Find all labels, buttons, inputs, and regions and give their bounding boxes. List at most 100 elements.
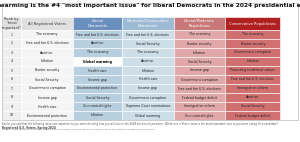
Bar xyxy=(226,111,280,120)
Text: 7: 7 xyxy=(11,86,13,90)
Text: Income gap: Income gap xyxy=(88,78,107,82)
Bar xyxy=(226,75,280,84)
Bar xyxy=(73,48,122,57)
Bar xyxy=(2,84,21,93)
Text: Registered U.S. Voters, Spring 2024: Registered U.S. Voters, Spring 2024 xyxy=(2,126,56,130)
Bar xyxy=(21,30,73,39)
Bar xyxy=(122,17,174,30)
Text: Inflation: Inflation xyxy=(141,68,154,73)
Bar xyxy=(226,66,280,75)
Text: Social Security: Social Security xyxy=(35,78,59,82)
Text: Environmental protection: Environmental protection xyxy=(27,113,67,117)
Bar xyxy=(174,102,226,111)
Text: Income gap: Income gap xyxy=(190,68,209,73)
Text: Abortion: Abortion xyxy=(91,41,104,45)
Text: 3: 3 xyxy=(11,51,13,55)
Bar xyxy=(174,84,226,93)
Text: Free and fair U.S. elections: Free and fair U.S. elections xyxy=(26,41,69,45)
Text: Government corruption: Government corruption xyxy=(28,86,66,90)
Text: Government corruption: Government corruption xyxy=(181,78,218,82)
Bar xyxy=(226,39,280,48)
Bar xyxy=(73,66,122,75)
Text: 9: 9 xyxy=(11,105,13,108)
Text: Health care: Health care xyxy=(88,68,107,73)
Bar xyxy=(122,48,174,57)
Text: Social Security: Social Security xyxy=(136,41,160,45)
Text: 1: 1 xyxy=(11,33,13,36)
Bar xyxy=(21,102,73,111)
Bar xyxy=(73,30,122,39)
Text: Immigration reform: Immigration reform xyxy=(184,105,215,108)
Bar xyxy=(226,57,280,66)
Text: Inflation: Inflation xyxy=(246,59,260,63)
Text: Environmental protection: Environmental protection xyxy=(77,86,118,90)
Bar xyxy=(174,17,226,30)
Text: Health care: Health care xyxy=(38,105,56,108)
Text: Inflation: Inflation xyxy=(40,59,54,63)
Bar xyxy=(73,75,122,84)
Bar xyxy=(226,102,280,111)
Text: Conservative Republicans: Conservative Republicans xyxy=(230,21,276,26)
Text: Social Security: Social Security xyxy=(241,105,265,108)
Bar xyxy=(226,84,280,93)
Bar xyxy=(174,39,226,48)
Text: 6: 6 xyxy=(11,78,13,82)
Bar xyxy=(21,84,73,93)
Text: Social Security: Social Security xyxy=(188,59,212,63)
Text: The economy: The economy xyxy=(189,33,210,36)
Bar xyxy=(174,93,226,102)
Bar xyxy=(2,3,298,120)
Bar xyxy=(21,39,73,48)
Bar xyxy=(73,102,122,111)
Bar xyxy=(226,30,280,39)
Text: Abortion: Abortion xyxy=(246,96,260,100)
Bar xyxy=(2,93,21,102)
Text: Immigration reform: Immigration reform xyxy=(237,86,268,90)
Bar xyxy=(2,57,21,66)
Text: Government corruption: Government corruption xyxy=(234,51,272,55)
Text: Income gap: Income gap xyxy=(138,86,157,90)
Bar xyxy=(174,30,226,39)
Bar xyxy=(2,17,21,30)
Text: The economy: The economy xyxy=(87,51,108,55)
Text: Border security: Border security xyxy=(241,41,265,45)
Bar xyxy=(174,111,226,120)
Text: Free and fair U.S. elections: Free and fair U.S. elections xyxy=(178,86,221,90)
Text: 2: 2 xyxy=(11,41,13,45)
Text: The economy: The economy xyxy=(36,33,58,36)
Bar xyxy=(73,111,122,120)
Bar xyxy=(174,48,226,57)
Text: Inflation: Inflation xyxy=(193,51,206,55)
Text: Source: Yale Program on Climate Change Communication, George Mason University Ce: Source: Yale Program on Climate Change C… xyxy=(2,129,154,130)
Bar xyxy=(73,39,122,48)
Bar xyxy=(122,102,174,111)
Text: Gun control/rights: Gun control/rights xyxy=(83,105,112,108)
Text: Liberal
Democrats: Liberal Democrats xyxy=(88,19,107,28)
Text: Free and fair U.S. elections: Free and fair U.S. elections xyxy=(126,33,169,36)
Text: Supreme Court nominations: Supreme Court nominations xyxy=(125,105,170,108)
Text: Free and fair U.S. elections: Free and fair U.S. elections xyxy=(231,78,274,82)
Text: Abortion: Abortion xyxy=(40,51,54,55)
Bar xyxy=(2,66,21,75)
Text: Social Security: Social Security xyxy=(85,96,109,100)
Bar xyxy=(21,66,73,75)
Bar xyxy=(174,75,226,84)
Text: 4: 4 xyxy=(11,59,13,63)
Text: Federal budget deficit: Federal budget deficit xyxy=(182,96,217,100)
Bar xyxy=(226,48,280,57)
Text: Border security: Border security xyxy=(35,68,59,73)
Bar xyxy=(174,57,226,66)
Text: 8: 8 xyxy=(11,96,13,100)
Bar xyxy=(2,48,21,57)
Text: Moderate/Conservative
Democrats: Moderate/Conservative Democrats xyxy=(127,19,169,28)
Bar xyxy=(2,111,21,120)
Text: Global warming is the #4 "most important issue" for liberal Democrats in the 202: Global warming is the #4 "most important… xyxy=(0,3,300,8)
Text: Abortion: Abortion xyxy=(141,59,154,63)
Text: Health care: Health care xyxy=(139,78,157,82)
Bar xyxy=(122,111,174,120)
Text: Free and fair U.S. elections: Free and fair U.S. elections xyxy=(76,33,119,36)
Text: Border security: Border security xyxy=(188,41,212,45)
Bar xyxy=(122,84,174,93)
Bar xyxy=(226,17,280,30)
Bar xyxy=(21,57,73,66)
